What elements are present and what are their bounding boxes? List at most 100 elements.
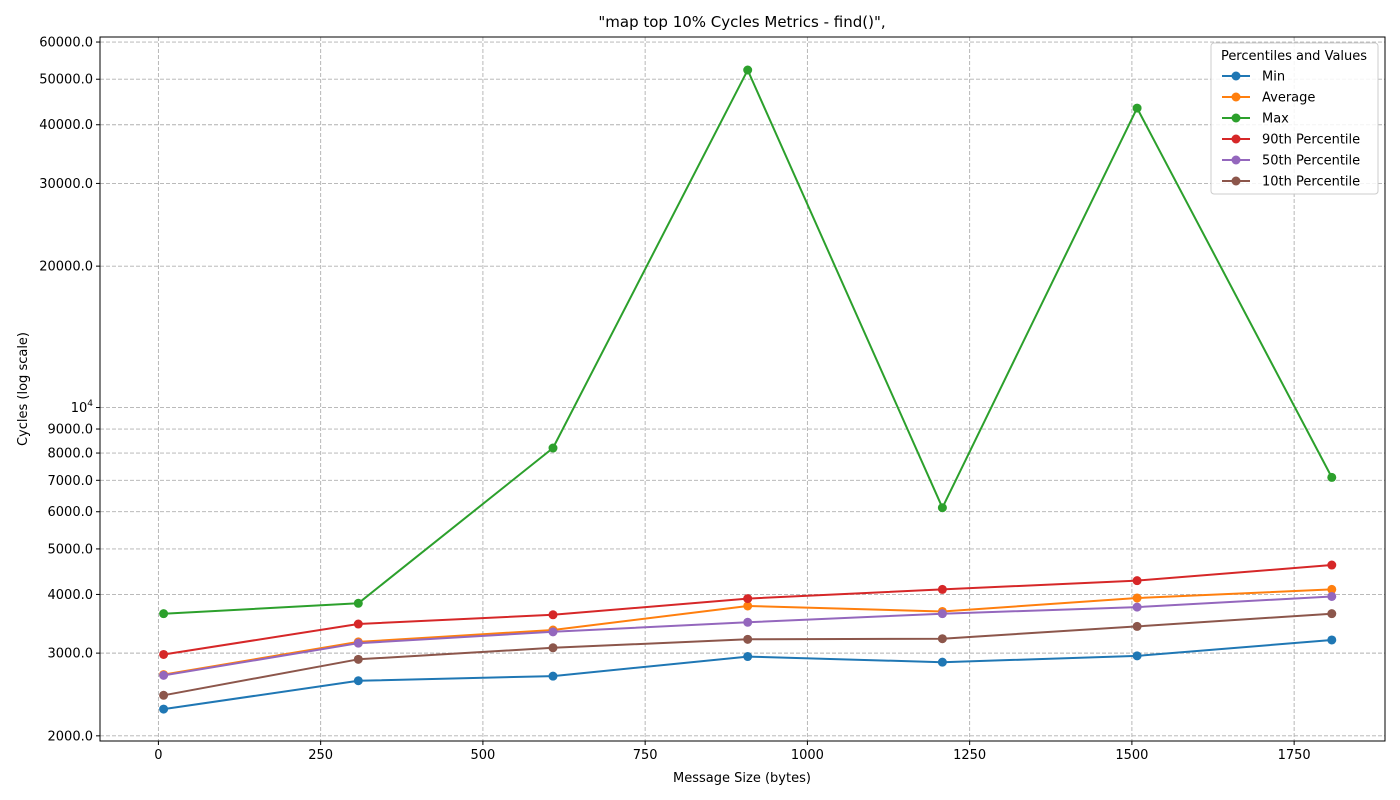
data-point [1327, 584, 1337, 594]
y-tick-label: 2000.0 [48, 729, 94, 744]
x-axis: 0 250 500 750 1000 1250 1500 1750 [154, 741, 1311, 763]
legend-label: Max [1262, 112, 1289, 127]
x-axis-label: Message Size (bytes) [673, 771, 811, 786]
legend-item: Max [1222, 112, 1289, 127]
series-line [163, 69, 1333, 615]
y-tick-label: 8000.0 [48, 447, 94, 462]
data-point [548, 443, 558, 453]
x-tick-label: 500 [470, 748, 495, 763]
data-point [1132, 593, 1142, 603]
data-point [743, 617, 753, 627]
data-point [743, 634, 753, 644]
data-point [159, 649, 169, 659]
data-point [353, 619, 363, 629]
data-point [937, 634, 947, 644]
data-point [1132, 576, 1142, 586]
data-point [353, 598, 363, 608]
data-point [937, 584, 947, 594]
data-point [937, 609, 947, 619]
plot-frame [99, 36, 1386, 742]
y-tick-label: 5000.0 [48, 542, 94, 557]
y-tick-label: 6000.0 [48, 505, 94, 520]
y-tick-label: 104 [71, 399, 94, 416]
legend-label: Average [1262, 91, 1315, 106]
data-point [353, 638, 363, 648]
data-point [159, 670, 169, 680]
data-point [743, 652, 753, 662]
grid [100, 37, 1385, 741]
data-point [159, 704, 169, 714]
legend-item: 50th Percentile [1222, 154, 1360, 169]
data-point [159, 609, 169, 619]
data-point [353, 654, 363, 664]
legend-label: 90th Percentile [1262, 133, 1360, 148]
y-axis: 2000.0 3000.0 4000.0 5000.0 6000.0 7000.0 8000… [39, 36, 100, 744]
y-tick-label: 20000.0 [39, 260, 93, 275]
legend-label: 50th Percentile [1262, 154, 1360, 169]
data-point [1327, 635, 1337, 645]
x-tick-label: 0 [154, 748, 162, 763]
data-point [548, 671, 558, 681]
series-90th-percentile [159, 560, 1337, 659]
legend-label: 10th Percentile [1262, 175, 1360, 190]
x-tick-label: 750 [633, 748, 658, 763]
y-axis-label: Cycles (log scale) [16, 332, 31, 446]
data-point [548, 610, 558, 620]
legend-label: Min [1262, 70, 1285, 85]
data-point [937, 503, 947, 513]
data-point [937, 657, 947, 667]
data-point [1132, 621, 1142, 631]
data-point [1327, 591, 1337, 601]
data-point [159, 690, 169, 700]
x-tick-label: 1500 [1115, 748, 1148, 763]
legend-marker [1231, 176, 1241, 186]
data-point [743, 601, 753, 611]
series-layer [159, 65, 1337, 714]
legend-title: Percentiles and Values [1221, 49, 1367, 64]
data-point [1132, 602, 1142, 612]
y-tick-label: 60000.0 [39, 36, 93, 51]
legend-item: 90th Percentile [1222, 133, 1360, 148]
legend-item: Min [1222, 70, 1285, 85]
y-tick-label: 40000.0 [39, 118, 93, 133]
data-point [548, 627, 558, 637]
legend: Percentiles and Values Min Average Max 90th… [1210, 42, 1379, 195]
legend-marker [1231, 155, 1241, 165]
data-point [1327, 609, 1337, 619]
y-tick-label: 30000.0 [39, 177, 93, 192]
data-point [1132, 103, 1142, 113]
series-10th-percentile [159, 609, 1337, 700]
data-point [743, 594, 753, 604]
legend-marker [1231, 113, 1241, 123]
chart-title: "map top 10% Cycles Metrics - find()", [598, 13, 885, 31]
series-min [159, 635, 1337, 714]
data-point [743, 65, 753, 75]
y-tick-label: 3000.0 [48, 647, 94, 662]
data-point [353, 676, 363, 686]
series-50th-percentile [159, 591, 1337, 680]
series-max [159, 65, 1337, 619]
y-tick-label: 7000.0 [48, 474, 94, 489]
y-tick-label: 4000.0 [48, 588, 94, 603]
x-tick-label: 1250 [953, 748, 986, 763]
legend-box [1210, 42, 1379, 195]
data-point [1327, 560, 1337, 570]
legend-item: Average [1222, 91, 1315, 106]
y-tick-label-exponent: 4 [87, 399, 93, 409]
legend-item: 10th Percentile [1222, 175, 1360, 190]
x-tick-label: 1000 [791, 748, 824, 763]
y-tick-label-base: 10 [71, 401, 88, 416]
x-tick-label: 1750 [1278, 748, 1311, 763]
legend-marker [1231, 92, 1241, 102]
x-tick-label: 250 [308, 748, 333, 763]
data-point [1327, 472, 1337, 482]
y-tick-label: 9000.0 [48, 423, 94, 438]
y-tick-label: 50000.0 [39, 73, 93, 88]
legend-marker [1231, 134, 1241, 144]
legend-marker [1231, 71, 1241, 81]
series-line [163, 639, 1332, 711]
data-point [548, 643, 558, 653]
data-point [1132, 651, 1142, 661]
